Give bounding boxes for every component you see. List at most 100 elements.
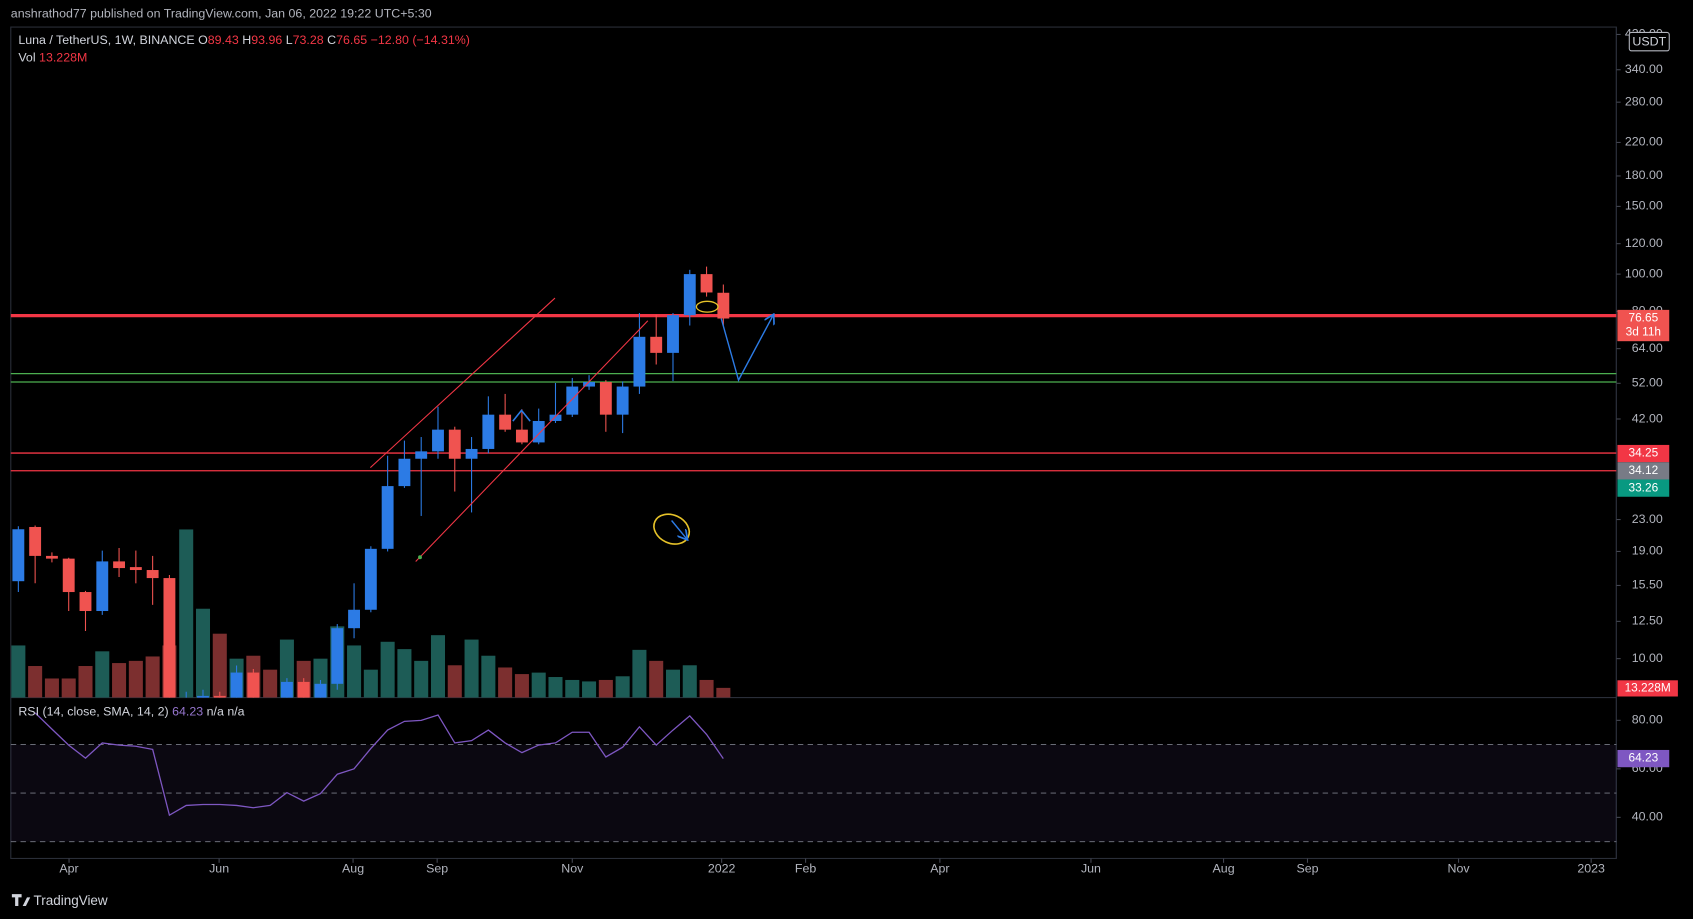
close-value: 76.65 <box>336 33 367 47</box>
small-ellipse <box>695 300 719 313</box>
volume-name: Vol <box>18 51 35 65</box>
volume-bar <box>347 645 362 698</box>
y-tick-label: 15.50 <box>1632 578 1663 592</box>
candle-body <box>415 451 428 459</box>
rsi-na: n/a <box>227 705 244 719</box>
level-label-box <box>1617 462 1670 480</box>
x-tick-label: 2022 <box>708 862 736 876</box>
volume-bar <box>145 656 160 698</box>
c-letter: C <box>327 33 336 47</box>
candle-body <box>79 592 92 612</box>
candle-body <box>717 292 730 319</box>
y-tick-label: 12.50 <box>1632 614 1663 628</box>
candle-body <box>650 336 663 353</box>
volume-label-box <box>1617 680 1678 697</box>
level-label: 34.25 <box>1628 446 1658 460</box>
x-tick-label: Nov <box>1448 862 1471 876</box>
y-tick-label: 150.00 <box>1625 199 1663 213</box>
volume-bar <box>447 665 462 698</box>
price-axis: 420.00340.00280.00220.00180.00150.00120.… <box>1616 27 1663 665</box>
volume-bar <box>514 674 529 698</box>
volume-bar <box>430 635 446 698</box>
candle-body <box>667 315 679 353</box>
y-tick-label: 100.00 <box>1625 266 1663 280</box>
x-tick-label: Aug <box>1213 862 1235 876</box>
rsi-na: n/a <box>207 705 224 719</box>
candle-body <box>163 578 176 698</box>
candle-body <box>633 336 646 387</box>
candle-body <box>197 695 209 698</box>
volume-bar <box>481 655 496 698</box>
rsi-label: 64.23 <box>1628 751 1658 765</box>
candle-body <box>62 558 75 593</box>
candle-body <box>566 386 579 415</box>
volume-value: 13.228M <box>39 51 87 65</box>
rsi-value: 64.23 <box>172 705 203 719</box>
candle-body <box>12 529 25 582</box>
rsi-legend: RSI (14, close, SMA, 14, 2) 64.23 n/a n/… <box>18 705 244 719</box>
open-value: 89.43 <box>208 33 239 47</box>
x-tick-label: Jun <box>209 862 229 876</box>
y-tick-label: 23.00 <box>1632 512 1663 526</box>
candle-body <box>213 695 226 698</box>
volume-bar <box>531 672 546 698</box>
candle-body <box>616 386 629 415</box>
volume-bar <box>28 666 43 698</box>
volume-bar <box>112 663 127 698</box>
rsi-label-box <box>1617 749 1670 768</box>
arrow-up <box>512 409 531 422</box>
candle-body <box>499 414 512 430</box>
candle-body <box>549 414 562 421</box>
rsi-tick-label: 40.00 <box>1632 810 1663 824</box>
volume-bar <box>632 649 647 698</box>
volume-bar <box>716 687 731 698</box>
candle-body <box>683 274 696 316</box>
y-tick-label: 19.00 <box>1632 544 1663 558</box>
level-label: 33.26 <box>1628 480 1658 494</box>
drawings <box>369 297 773 562</box>
x-tick-label: Sep <box>426 862 448 876</box>
volume-legend: Vol 13.228M <box>18 51 87 65</box>
y-tick-label: 64.00 <box>1632 341 1663 355</box>
price-label: 76.65 <box>1628 311 1658 325</box>
volume-bar <box>263 669 278 698</box>
candle-body <box>331 628 344 684</box>
candle-body <box>364 548 377 610</box>
candle-body <box>146 570 159 579</box>
currency-badge <box>1628 31 1670 52</box>
x-tick-label: Apr <box>930 862 949 876</box>
candle-body <box>432 429 444 452</box>
volume-bar <box>380 641 395 698</box>
dot <box>418 555 422 560</box>
level-label: 34.12 <box>1628 463 1658 477</box>
legend: Luna / TetherUS, 1W, BINANCE O89.43 H93.… <box>18 33 470 47</box>
arrow-down <box>671 520 687 539</box>
volume-bar <box>548 677 563 698</box>
volume-bar <box>11 645 26 698</box>
volume-bar <box>649 660 664 698</box>
candle-body <box>465 448 478 459</box>
candle-body <box>381 486 394 549</box>
time-axis: Apr Jun Aug Sep Nov 2022 Feb Apr Jun Aug Sep Nov 202… <box>59 858 1605 876</box>
high-value: 93.96 <box>251 33 282 47</box>
volume-bar <box>464 639 479 698</box>
y-tick-label: 42.00 <box>1632 411 1663 425</box>
candle-body <box>230 672 243 698</box>
x-tick-label: Nov <box>561 862 584 876</box>
y-tick-label: 120.00 <box>1625 236 1663 250</box>
y-tick-label: 10.00 <box>1632 651 1663 665</box>
volume-bar <box>95 651 110 698</box>
candle-body <box>482 414 495 449</box>
x-tick-label: Sep <box>1296 862 1318 876</box>
x-tick-label: Aug <box>342 862 364 876</box>
x-tick-label: Feb <box>795 862 816 876</box>
brand: TradingView <box>33 893 107 908</box>
logo <box>11 894 31 906</box>
y-tick-label: 180.00 <box>1625 168 1663 182</box>
l-letter: L <box>286 33 293 47</box>
volume-bar <box>615 676 630 698</box>
publisher-line: anshrathod77 published on TradingView.co… <box>11 6 432 20</box>
volume-bar <box>582 681 597 698</box>
symbol: Luna / TetherUS, 1W, BINANCE <box>18 33 194 47</box>
